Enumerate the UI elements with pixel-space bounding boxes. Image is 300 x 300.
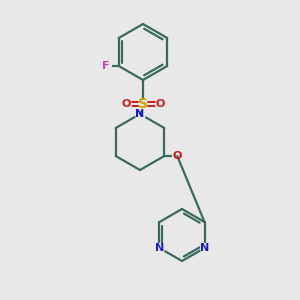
Text: N: N bbox=[135, 109, 145, 119]
Text: N: N bbox=[200, 243, 209, 253]
Text: O: O bbox=[172, 151, 182, 161]
Text: F: F bbox=[102, 61, 110, 71]
Text: S: S bbox=[138, 97, 148, 111]
Text: O: O bbox=[155, 99, 165, 109]
Text: O: O bbox=[121, 99, 131, 109]
Text: N: N bbox=[155, 243, 164, 253]
